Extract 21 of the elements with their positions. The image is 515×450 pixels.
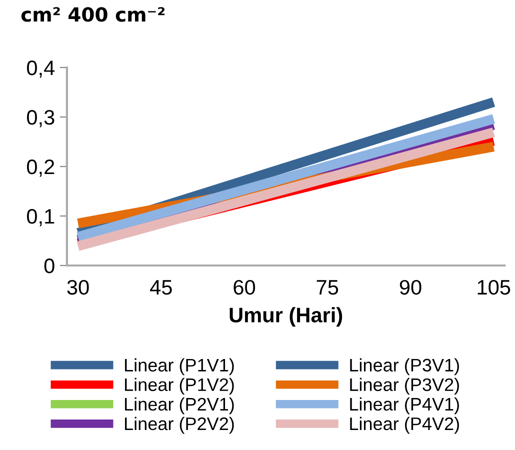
legend-label: Linear (P4V2)	[350, 416, 459, 434]
legend-label: Linear (P4V1)	[350, 397, 459, 414]
y-axis-title: cm² 400 cm⁻²	[21, 7, 165, 22]
legend-label: Linear (P2V1)	[125, 397, 234, 414]
x-tick-label: 60	[234, 280, 256, 295]
y-tick-label: 0,4	[27, 60, 55, 78]
y-tick-label: 0,1	[27, 209, 54, 226]
x-axis-title: Umur (Hari)	[230, 307, 342, 327]
y-tick-label: 0,2	[27, 160, 54, 177]
y-tick-label: 0	[44, 258, 54, 274]
x-tick-label: 30	[67, 280, 89, 295]
x-tick-label: 90	[400, 280, 422, 295]
legend-label: Linear (P2V2)	[125, 416, 234, 434]
legend-label: Linear (P3V2)	[350, 378, 459, 395]
x-tick-label: 75	[316, 280, 338, 295]
x-tick-label: 105	[478, 280, 510, 295]
x-tick-label: 45	[150, 280, 172, 295]
legend-label: Linear (P1V2)	[125, 378, 234, 395]
legend-label: Linear (P1V1)	[125, 358, 234, 376]
legend-label: Linear (P3V1)	[350, 358, 459, 376]
y-tick-label: 0,3	[27, 110, 54, 128]
